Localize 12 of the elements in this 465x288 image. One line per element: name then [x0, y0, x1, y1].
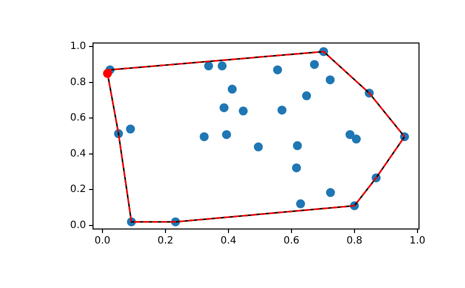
- y-tick-label: 0.6: [70, 112, 86, 124]
- y-tick-label: 1.0: [70, 41, 86, 52]
- x-tick-label: 0.2: [157, 236, 174, 247]
- x-tick-label: 0.4: [220, 236, 236, 247]
- y-tick-label: 0.0: [70, 220, 86, 232]
- x-tick-label: 0.8: [346, 236, 362, 247]
- x-tick-label: 0.0: [94, 236, 110, 247]
- x-tick-label: 0.6: [283, 236, 300, 247]
- y-tick-label: 0.8: [70, 76, 86, 88]
- y-tick-label: 0.4: [70, 148, 86, 160]
- y-tick-label: 0.2: [70, 184, 86, 196]
- x-tick-label: 1.0: [409, 236, 426, 247]
